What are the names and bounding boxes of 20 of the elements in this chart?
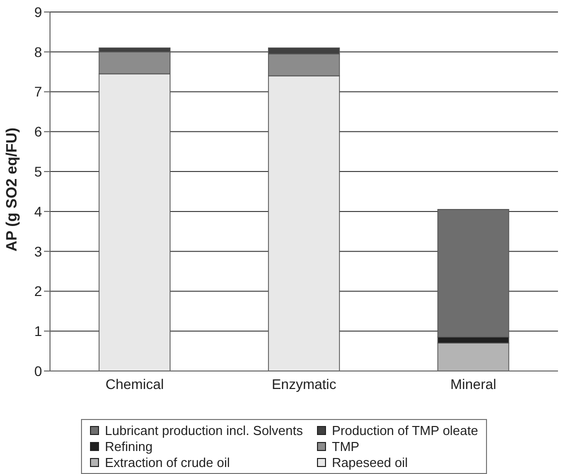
y-tick-label: 8 (34, 44, 42, 60)
y-tick-label: 7 (34, 84, 42, 100)
legend-label: TMP (332, 439, 360, 454)
legend-label: Rapeseed oil (332, 455, 408, 470)
legend-label: Lubricant production incl. Solvents (104, 423, 303, 438)
legend-label: Extraction of crude oil (104, 455, 230, 470)
legend-label: Production of TMP oleate (332, 423, 478, 438)
y-tick-label: 5 (34, 164, 42, 180)
y-tick-label: 2 (34, 283, 42, 300)
y-tick-label: 6 (34, 124, 42, 140)
legend-label: Refining (104, 439, 153, 454)
y-tick-label: 3 (34, 243, 42, 260)
y-axis-title: AP (g SO2 eq/FU) (3, 128, 20, 252)
y-tick-label: 1 (34, 323, 42, 340)
y-tick-label: 9 (34, 4, 42, 20)
y-tick-label: 0 (34, 362, 42, 379)
x-tick-label: Enzymatic (272, 376, 336, 392)
x-tick-label: Mineral (450, 376, 496, 392)
x-tick-label: Chemical (105, 376, 164, 392)
y-tick-label: 4 (34, 203, 42, 220)
